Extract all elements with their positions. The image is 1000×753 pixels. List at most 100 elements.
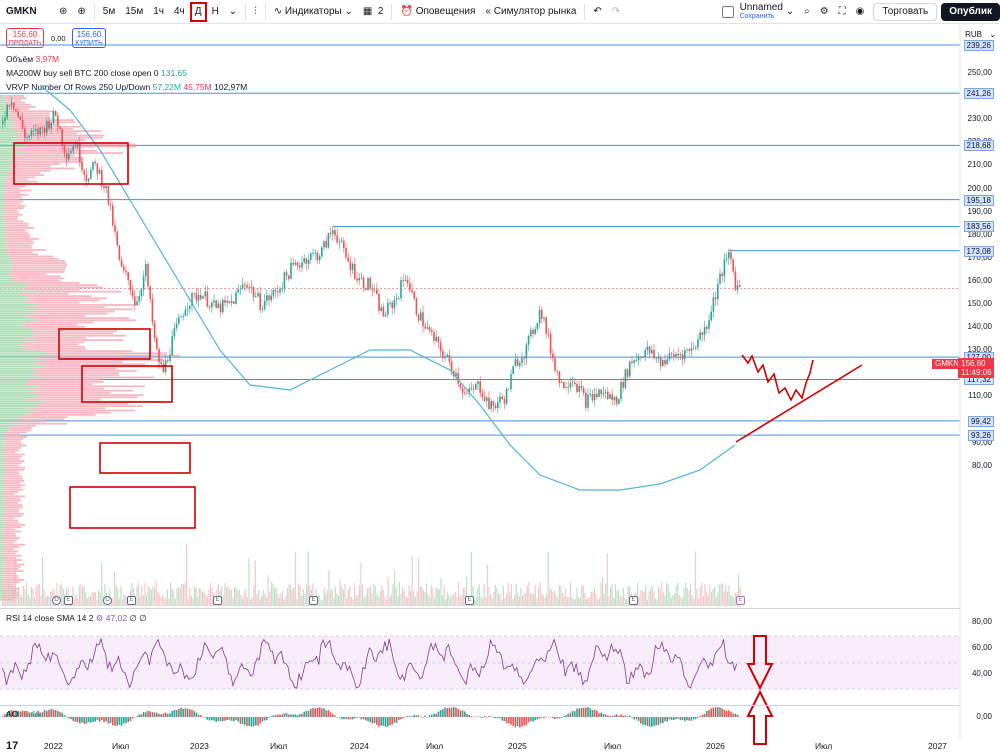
templates-button[interactable]: ▦ 2 [358,0,389,24]
volume-profile-up [0,141,15,143]
timeframe-5m[interactable]: 5м [102,6,116,17]
ao-bar [211,717,213,721]
volume-profile-down [3,592,19,594]
volume-profile-up [0,460,5,462]
volume-profile-down [37,370,137,372]
earnings-event-icon[interactable]: E [127,596,136,605]
volume-profile-down [2,493,15,495]
ao-bar [519,717,521,728]
candle [569,383,572,388]
volume-bar [306,584,308,606]
rsi-legend[interactable]: RSI 14 close SMA 14 2 ⚙ 47,02 ∅ ∅ [6,613,147,624]
ao-bar [266,717,268,720]
volume-bar [90,596,92,606]
volume-bar [558,584,560,606]
add-symbol-icon[interactable]: ⊕ [77,6,86,17]
timeframe-week[interactable]: Н [211,6,219,17]
publish-button[interactable]: Опублик [941,2,1000,21]
volume-bar [307,551,309,606]
rsi-legend-value: 47,02 [105,613,128,623]
dividend-event-icon[interactable]: D [52,596,61,605]
vrvp-legend[interactable]: VRVP Number Of Rows 250 Up/Down 57,22M 4… [6,82,247,92]
candle [153,322,156,339]
candle [178,317,180,324]
candle [217,303,220,308]
earnings-event-icon[interactable]: E [309,596,318,605]
pane-separator[interactable] [0,608,960,609]
timeframe-1h[interactable]: 1ч [153,6,164,17]
volume-profile-down [2,552,16,555]
ao-bar [142,712,145,717]
volume-profile-down [22,152,124,154]
volume-profile-up [0,398,28,401]
volume-legend[interactable]: Объём 3,97M [6,54,59,64]
tradingview-logo-icon[interactable]: 17 [6,740,19,752]
layout-checkbox[interactable] [721,5,734,18]
timeframe-4h[interactable]: 4ч [174,6,185,17]
timeframe-15m[interactable]: 15м [125,6,144,17]
buy-button[interactable]: 156,60 КУПИТЬ [72,28,106,48]
symbol-search[interactable]: GMKN [6,6,37,17]
camera-icon[interactable]: ◉ [855,6,865,17]
ao-bar [4,714,6,717]
earnings-event-icon[interactable]: E [465,596,474,605]
pane-separator[interactable] [0,705,960,706]
sell-button[interactable]: 156,60 ПРОДАТЬ [6,28,44,48]
candle [134,296,136,305]
volume-profile-down [3,587,20,590]
candle [169,354,171,362]
alerts-button[interactable]: ⏰ Оповещения [395,0,480,24]
volume-profile-down [27,378,102,381]
volume-profile-down [4,460,25,462]
compare-icon[interactable]: ⊛ [59,6,68,17]
fullscreen-icon[interactable]: ⛶ [838,6,846,17]
layout-menu[interactable]: Unnamed Сохранить ⌄ [717,0,800,24]
volume-bar [389,597,391,606]
trade-button[interactable]: Торговать [873,2,938,21]
candle [578,386,580,392]
quick-search-icon[interactable]: ⌕ [804,6,810,17]
undo-icon[interactable]: ↶ [593,6,602,17]
redo-icon[interactable]: ↷ [611,6,621,17]
ma-legend[interactable]: MA200W buy sell BTC 200 close open 0 131… [6,68,187,78]
volume-profile-down [4,213,23,216]
candles-icon[interactable]: ⫶ [254,6,257,17]
earnings-event-icon[interactable]: E [213,596,222,605]
indicators-button[interactable]: ∿ Индикаторы ⌄ [273,6,353,17]
timeframe-day[interactable]: Д [189,1,207,22]
candle [61,129,63,145]
timeframe-dropdown-icon[interactable]: ⌄ [228,6,238,17]
currency-chevron-icon[interactable]: ⌄ [989,30,996,39]
volume-profile-up [0,222,6,225]
candle [248,286,250,288]
rsi-settings-icon[interactable]: ⚙ [95,613,104,623]
currency-label[interactable]: RUB [965,30,982,39]
indicators-icon: ∿ [273,6,285,17]
earnings-event-icon[interactable]: E [64,596,73,605]
candle [514,359,517,367]
ao-legend[interactable]: AO -2,46 [6,709,40,719]
volume-profile-up [0,554,4,557]
volume-bar [230,589,232,606]
volume-bar [179,588,181,606]
volume-profile-up [0,207,5,209]
settings-gear-icon[interactable]: ⚙ [819,6,829,17]
candle [189,305,191,309]
earnings-event-icon[interactable]: E [736,596,745,605]
volume-profile-down [3,187,20,190]
volume-bar [261,595,263,606]
indicators-label: Индикаторы [284,6,342,17]
sell-label: ПРОДАТЬ [8,40,42,47]
volume-bar [707,594,709,606]
candle [96,163,99,174]
ao-bar [499,717,501,719]
replay-button[interactable]: « Симулятор рынка [480,0,581,24]
volume-profile-down [5,189,32,192]
volume-profile-down [9,255,54,258]
volume-bar [518,596,520,606]
volume-profile-up [0,411,31,414]
volume-bar [35,586,37,606]
dividend-event-icon[interactable]: D [103,596,112,605]
earnings-event-icon[interactable]: E [629,596,638,605]
